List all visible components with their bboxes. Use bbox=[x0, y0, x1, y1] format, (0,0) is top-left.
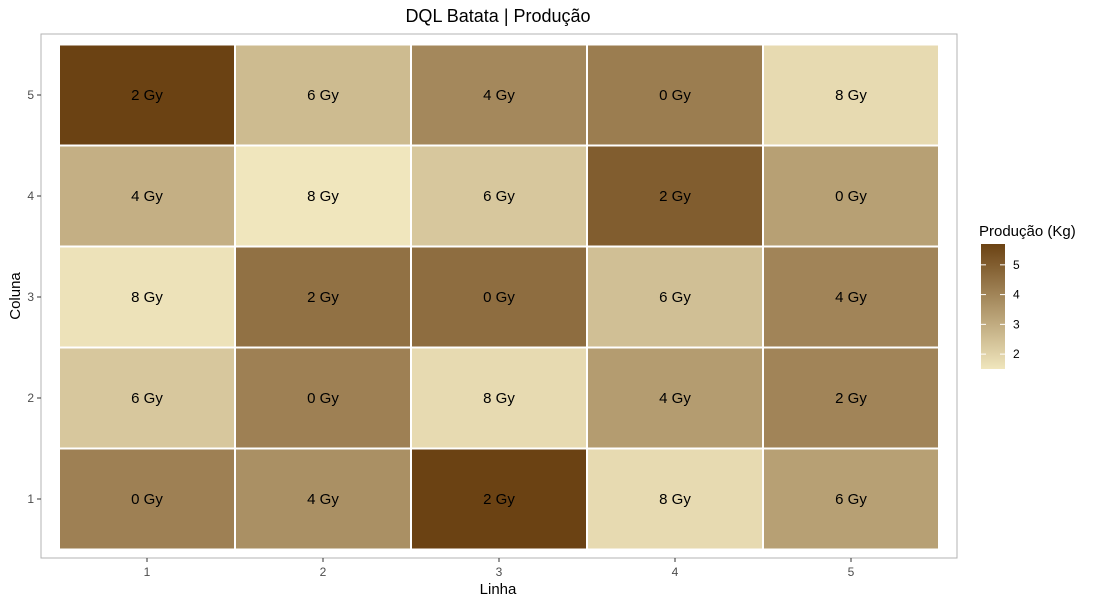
legend-tick-label: 3 bbox=[1013, 317, 1020, 331]
cell-label: 0 Gy bbox=[659, 87, 691, 104]
heatmap-cells: 2 Gy 6 Gy 4 Gy 0 Gy 8 Gy 4 Gy 8 Gy 6 Gy 2 Gy 0 Gy… bbox=[60, 45, 938, 549]
heatmap-cell bbox=[764, 247, 938, 347]
cell-label: 2 Gy bbox=[659, 188, 691, 205]
cell-label: 6 Gy bbox=[659, 289, 691, 306]
heatmap-cell bbox=[236, 45, 410, 145]
x-tick-label: 3 bbox=[496, 565, 503, 579]
heatmap-cell bbox=[764, 449, 938, 549]
heatmap-cell bbox=[60, 146, 234, 246]
legend-colorbar bbox=[981, 244, 1005, 369]
y-tick-label: 3 bbox=[27, 290, 34, 304]
cell-label: 8 Gy bbox=[659, 491, 691, 508]
chart-title: DQL Batata | Produção bbox=[405, 6, 590, 26]
heatmap-cell bbox=[412, 45, 586, 145]
cell-label: 2 Gy bbox=[307, 289, 339, 306]
cell-label: 2 Gy bbox=[131, 87, 163, 104]
legend-tick-label: 5 bbox=[1013, 258, 1020, 272]
x-tick-label: 4 bbox=[672, 565, 679, 579]
y-tick-label: 5 bbox=[27, 88, 34, 102]
cell-label: 6 Gy bbox=[307, 87, 339, 104]
y-tick-label: 2 bbox=[27, 391, 34, 405]
legend-title: Produção (Kg) bbox=[979, 223, 1076, 240]
cell-label: 0 Gy bbox=[835, 188, 867, 205]
heatmap-cell bbox=[412, 247, 586, 347]
heatmap-cell bbox=[60, 247, 234, 347]
cell-label: 6 Gy bbox=[835, 491, 867, 508]
cell-label: 2 Gy bbox=[835, 390, 867, 407]
cell-label: 4 Gy bbox=[835, 289, 867, 306]
heatmap-cell bbox=[588, 45, 762, 145]
heatmap-cell bbox=[60, 348, 234, 448]
cell-label: 6 Gy bbox=[483, 188, 515, 205]
heatmap-cell bbox=[588, 146, 762, 246]
heatmap-cell bbox=[588, 247, 762, 347]
heatmap-cell bbox=[588, 348, 762, 448]
cell-label: 4 Gy bbox=[659, 390, 691, 407]
heatmap-cell bbox=[60, 45, 234, 145]
heatmap-cell bbox=[236, 247, 410, 347]
cell-label: 8 Gy bbox=[835, 87, 867, 104]
cell-label: 2 Gy bbox=[483, 491, 515, 508]
cell-label: 8 Gy bbox=[483, 390, 515, 407]
heatmap-cell bbox=[236, 146, 410, 246]
x-tick-label: 1 bbox=[144, 565, 151, 579]
x-tick-label: 2 bbox=[320, 565, 327, 579]
y-tick-label: 1 bbox=[27, 492, 34, 506]
cell-label: 4 Gy bbox=[307, 491, 339, 508]
cell-label: 6 Gy bbox=[131, 390, 163, 407]
color-legend: Produção (Kg) 2 3 4 5 bbox=[979, 223, 1076, 369]
heatmap-cell bbox=[60, 449, 234, 549]
heatmap-cell bbox=[764, 348, 938, 448]
cell-label: 8 Gy bbox=[307, 188, 339, 205]
y-axis-title: Coluna bbox=[7, 272, 24, 320]
heatmap-cell bbox=[236, 449, 410, 549]
legend-tick-label: 2 bbox=[1013, 347, 1020, 361]
cell-label: 0 Gy bbox=[483, 289, 515, 306]
heatmap-cell bbox=[236, 348, 410, 448]
x-axis: 1 2 3 4 5 bbox=[144, 558, 855, 579]
cell-label: 0 Gy bbox=[131, 491, 163, 508]
cell-label: 4 Gy bbox=[131, 188, 163, 205]
heatmap-cell bbox=[764, 146, 938, 246]
legend-tick-label: 4 bbox=[1013, 288, 1020, 302]
heatmap-cell bbox=[588, 449, 762, 549]
heatmap-cell bbox=[412, 146, 586, 246]
heatmap-cell bbox=[764, 45, 938, 145]
cell-label: 0 Gy bbox=[307, 390, 339, 407]
x-tick-label: 5 bbox=[848, 565, 855, 579]
heatmap-cell bbox=[412, 449, 586, 549]
y-axis: 1 2 3 4 5 bbox=[27, 88, 41, 506]
heatmap-cell bbox=[412, 348, 586, 448]
x-axis-title: Linha bbox=[480, 581, 517, 598]
y-tick-label: 4 bbox=[27, 189, 34, 203]
cell-label: 4 Gy bbox=[483, 87, 515, 104]
cell-label: 8 Gy bbox=[131, 289, 163, 306]
